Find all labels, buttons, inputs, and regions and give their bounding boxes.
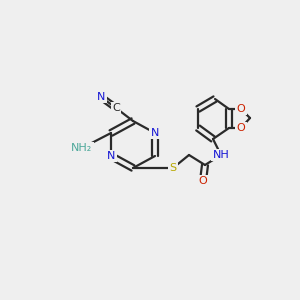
Text: N: N bbox=[97, 92, 105, 102]
Text: NH₂: NH₂ bbox=[71, 143, 93, 153]
Text: C: C bbox=[112, 103, 120, 113]
Text: O: O bbox=[237, 123, 245, 133]
Text: N: N bbox=[107, 151, 115, 161]
Text: S: S bbox=[169, 163, 177, 173]
Text: O: O bbox=[237, 104, 245, 114]
Text: NH: NH bbox=[213, 150, 230, 160]
Text: N: N bbox=[151, 128, 159, 138]
Text: O: O bbox=[199, 176, 207, 186]
